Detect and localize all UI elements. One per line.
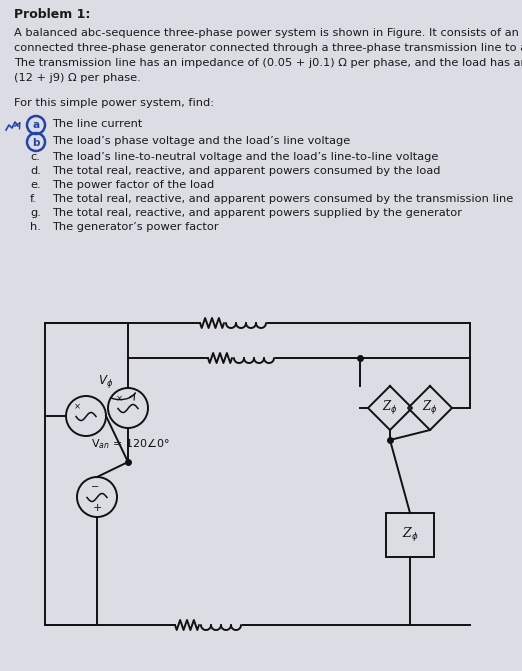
Text: connected three-phase generator connected through a three-phase transmission lin: connected three-phase generator connecte… (14, 43, 522, 53)
Text: Z$_\phi$: Z$_\phi$ (422, 399, 438, 417)
Text: The total real, reactive, and apparent powers consumed by the transmission line: The total real, reactive, and apparent p… (52, 194, 513, 204)
Text: h.: h. (30, 222, 41, 232)
Text: Z$_\phi$: Z$_\phi$ (402, 526, 418, 544)
Text: f.: f. (30, 194, 37, 204)
Text: Z$_\phi$: Z$_\phi$ (382, 399, 398, 417)
Text: d.: d. (30, 166, 41, 176)
Text: Problem 1:: Problem 1: (14, 8, 90, 21)
Text: The generator’s power factor: The generator’s power factor (52, 222, 219, 232)
Text: The load’s line-to-neutral voltage and the load’s line-to-line voltage: The load’s line-to-neutral voltage and t… (52, 152, 438, 162)
Text: −: − (91, 482, 99, 492)
Text: The total real, reactive, and apparent powers supplied by the generator: The total real, reactive, and apparent p… (52, 208, 462, 218)
Text: V$_{an}$ = 120$\angle$0°: V$_{an}$ = 120$\angle$0° (90, 436, 170, 451)
Text: c.: c. (30, 152, 40, 162)
Text: The power factor of the load: The power factor of the load (52, 180, 214, 190)
Text: ×: × (74, 403, 80, 411)
Text: g.: g. (30, 208, 41, 218)
Text: a: a (32, 121, 40, 130)
Text: e.: e. (30, 180, 41, 190)
Bar (386, 513, 434, 557)
Text: The total real, reactive, and apparent powers consumed by the load: The total real, reactive, and apparent p… (52, 166, 441, 176)
Text: The line current: The line current (52, 119, 143, 129)
Text: b: b (32, 138, 40, 148)
Text: +: + (92, 503, 102, 513)
Text: A balanced abc-sequence three-phase power system is shown in Figure. It consists: A balanced abc-sequence three-phase powe… (14, 28, 522, 38)
Text: For this simple power system, find:: For this simple power system, find: (14, 98, 214, 108)
Text: (12 + j9) Ω per phase.: (12 + j9) Ω per phase. (14, 73, 141, 83)
Text: The load’s phase voltage and the load’s line voltage: The load’s phase voltage and the load’s … (52, 136, 350, 146)
Text: ×: × (115, 395, 123, 403)
Text: The transmission line has an impedance of (0.05 + j0.1) Ω per phase, and the loa: The transmission line has an impedance o… (14, 58, 522, 68)
Text: V$_\phi$: V$_\phi$ (98, 372, 114, 389)
